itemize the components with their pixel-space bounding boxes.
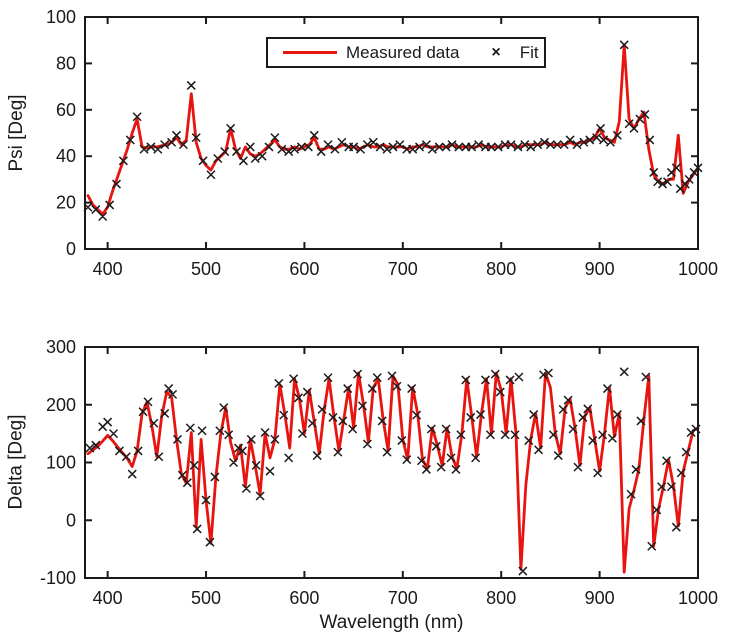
legend-fit-label: Fit (519, 42, 539, 62)
psi-measured-line (86, 43, 700, 216)
x-tick-label: 900 (585, 259, 615, 279)
delta-axis-label: Delta [Deg] (5, 414, 27, 510)
psi-fit-markers (83, 40, 703, 222)
x-marker-icon: × (491, 43, 501, 61)
x-tick-label: 1000 (678, 588, 718, 608)
y-tick-label: 60 (56, 100, 76, 120)
x-tick-label: 700 (388, 588, 418, 608)
x-tick-label: 1000 (678, 259, 718, 279)
x-tick-label: 400 (93, 259, 123, 279)
y-tick-label: 200 (46, 395, 76, 415)
measured-line-swatch (283, 51, 337, 54)
x-tick-label: 500 (191, 588, 221, 608)
x-tick-label: 800 (486, 259, 516, 279)
psi-plot: 400 500 600 700 800 900 1000 0 20 40 60 80 100 (46, 7, 718, 279)
x-tick-label: 900 (585, 588, 615, 608)
y-tick-label: 100 (46, 7, 76, 27)
x-tick-label: 600 (289, 259, 319, 279)
y-tick-label: -100 (40, 568, 76, 588)
y-tick-label: 100 (46, 453, 76, 473)
psi-plot-box (84, 16, 699, 250)
x-tick-label: 800 (486, 588, 516, 608)
x-axis-label: Wavelength (nm) (319, 612, 464, 633)
delta-plot: 400 500 600 700 800 900 1000 -100 0 100 200 300 (40, 337, 718, 608)
x-tick-label: 400 (93, 588, 123, 608)
y-tick-label: 20 (56, 193, 76, 213)
legend-measured-label: Measured data (346, 42, 460, 62)
y-tick-label: 300 (46, 337, 76, 357)
legend-box: Measured data × Fit (266, 37, 546, 68)
y-tick-label: 40 (56, 146, 76, 166)
y-tick-label: 0 (66, 239, 76, 259)
x-tick-label: 500 (191, 259, 221, 279)
psi-axis-label: Psi [Deg] (6, 94, 27, 172)
x-tick-label: 600 (289, 588, 319, 608)
y-tick-label: 0 (66, 510, 76, 530)
y-tick-label: 80 (56, 53, 76, 73)
delta-fit-markers (85, 367, 701, 576)
x-tick-label: 700 (388, 259, 418, 279)
